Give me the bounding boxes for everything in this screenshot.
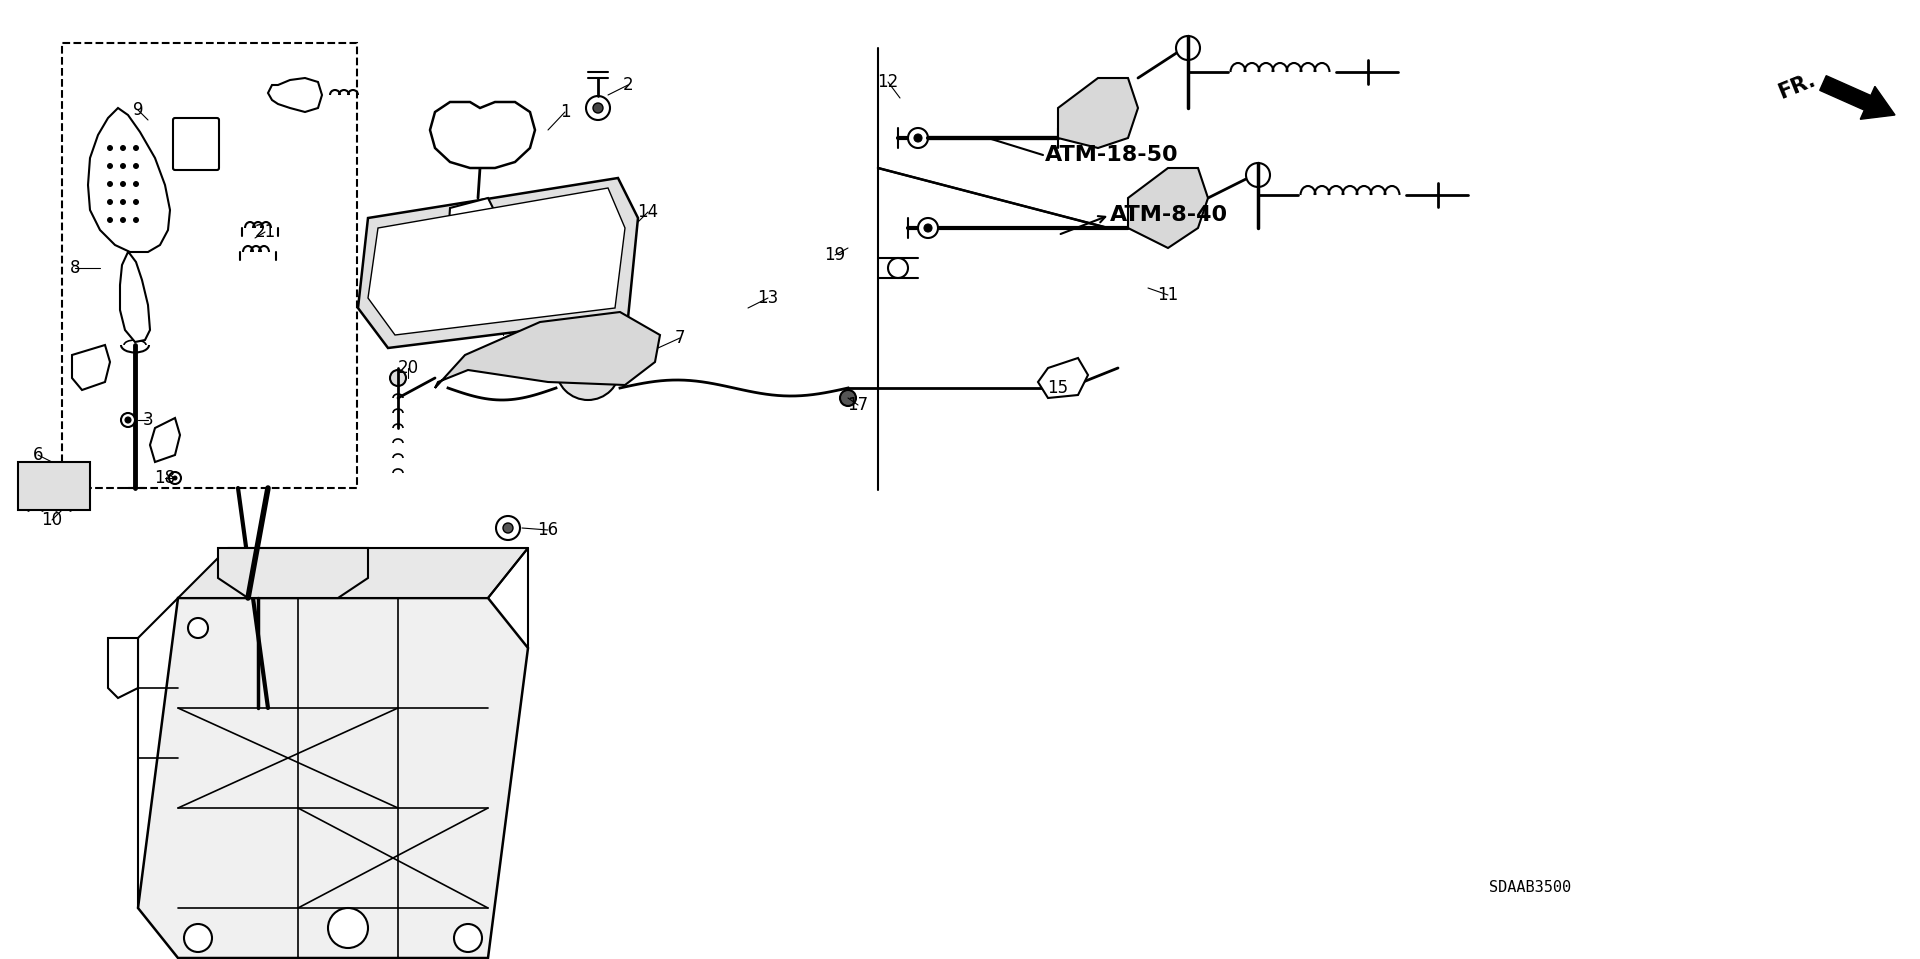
Circle shape bbox=[593, 103, 603, 113]
Circle shape bbox=[453, 924, 482, 952]
Text: P R N D: P R N D bbox=[480, 257, 518, 272]
Circle shape bbox=[132, 163, 138, 169]
Text: 15: 15 bbox=[1048, 379, 1069, 397]
Circle shape bbox=[557, 336, 620, 400]
Circle shape bbox=[119, 199, 127, 205]
Text: 7: 7 bbox=[674, 329, 685, 347]
Text: 11: 11 bbox=[1158, 286, 1179, 304]
Text: FR.: FR. bbox=[1774, 69, 1818, 103]
Circle shape bbox=[132, 145, 138, 151]
Circle shape bbox=[173, 476, 177, 480]
Text: 19: 19 bbox=[824, 246, 845, 264]
Polygon shape bbox=[1039, 358, 1089, 398]
Circle shape bbox=[119, 145, 127, 151]
Polygon shape bbox=[150, 418, 180, 462]
Polygon shape bbox=[369, 188, 626, 335]
Text: 10: 10 bbox=[42, 511, 63, 529]
Text: ATM-8-40: ATM-8-40 bbox=[1110, 205, 1229, 225]
Text: 14: 14 bbox=[637, 203, 659, 221]
Circle shape bbox=[841, 390, 856, 406]
Circle shape bbox=[188, 618, 207, 638]
Circle shape bbox=[887, 258, 908, 278]
Polygon shape bbox=[447, 198, 497, 258]
Circle shape bbox=[918, 218, 939, 238]
Text: 18: 18 bbox=[154, 469, 175, 487]
Polygon shape bbox=[430, 102, 536, 168]
Circle shape bbox=[184, 924, 211, 952]
FancyBboxPatch shape bbox=[173, 118, 219, 170]
Polygon shape bbox=[1129, 168, 1208, 248]
Circle shape bbox=[495, 516, 520, 540]
Text: 12: 12 bbox=[877, 73, 899, 91]
Text: 21: 21 bbox=[253, 223, 276, 241]
Text: ATM-18-50: ATM-18-50 bbox=[1044, 145, 1179, 165]
Text: 17: 17 bbox=[847, 396, 868, 414]
Circle shape bbox=[584, 363, 593, 373]
Text: 9: 9 bbox=[132, 101, 144, 119]
Polygon shape bbox=[108, 638, 138, 698]
Circle shape bbox=[490, 253, 499, 263]
Circle shape bbox=[586, 96, 611, 120]
Circle shape bbox=[914, 134, 922, 142]
Circle shape bbox=[108, 181, 113, 187]
Circle shape bbox=[1175, 36, 1200, 60]
Text: 5: 5 bbox=[159, 436, 171, 454]
Bar bbox=[61, 43, 357, 488]
Text: 4: 4 bbox=[81, 359, 90, 377]
Text: 16: 16 bbox=[538, 521, 559, 539]
Text: 8: 8 bbox=[69, 259, 81, 277]
Polygon shape bbox=[138, 598, 528, 958]
Text: 20: 20 bbox=[397, 359, 419, 377]
Circle shape bbox=[67, 491, 73, 497]
Circle shape bbox=[119, 163, 127, 169]
Circle shape bbox=[328, 908, 369, 948]
Polygon shape bbox=[73, 345, 109, 390]
Circle shape bbox=[54, 491, 60, 497]
Circle shape bbox=[108, 199, 113, 205]
Circle shape bbox=[108, 163, 113, 169]
Polygon shape bbox=[357, 178, 637, 348]
Polygon shape bbox=[219, 548, 369, 598]
Circle shape bbox=[121, 413, 134, 427]
Circle shape bbox=[1246, 163, 1269, 187]
Bar bbox=[17, 462, 90, 510]
Circle shape bbox=[169, 472, 180, 484]
Polygon shape bbox=[436, 312, 660, 388]
Circle shape bbox=[108, 145, 113, 151]
Circle shape bbox=[125, 417, 131, 423]
Circle shape bbox=[119, 181, 127, 187]
Circle shape bbox=[119, 217, 127, 223]
Text: 2: 2 bbox=[622, 76, 634, 94]
Polygon shape bbox=[88, 108, 171, 252]
Circle shape bbox=[132, 199, 138, 205]
FancyArrow shape bbox=[1820, 76, 1895, 119]
Text: SDAAB3500: SDAAB3500 bbox=[1488, 880, 1571, 896]
Circle shape bbox=[924, 224, 931, 232]
Polygon shape bbox=[269, 78, 323, 112]
Circle shape bbox=[908, 128, 927, 148]
Polygon shape bbox=[179, 548, 528, 598]
Circle shape bbox=[38, 491, 44, 497]
Circle shape bbox=[390, 370, 405, 386]
Text: 13: 13 bbox=[756, 289, 780, 307]
Circle shape bbox=[576, 356, 599, 380]
Circle shape bbox=[25, 491, 31, 497]
Text: 2  1: 2 1 bbox=[509, 282, 528, 294]
Circle shape bbox=[132, 217, 138, 223]
Circle shape bbox=[132, 181, 138, 187]
Circle shape bbox=[108, 217, 113, 223]
Polygon shape bbox=[1058, 78, 1139, 148]
Text: 1: 1 bbox=[561, 103, 570, 121]
Text: 3: 3 bbox=[142, 411, 154, 429]
Circle shape bbox=[503, 523, 513, 533]
Text: 6: 6 bbox=[33, 446, 44, 464]
Polygon shape bbox=[119, 252, 150, 342]
